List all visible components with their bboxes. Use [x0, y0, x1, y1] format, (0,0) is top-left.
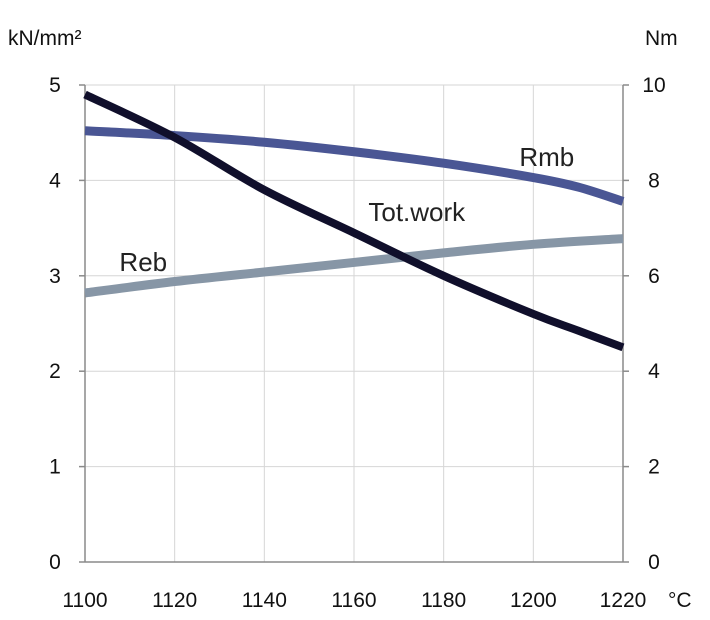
- right-tick-label: 8: [648, 169, 660, 192]
- x-tick-label: 1160: [331, 589, 376, 612]
- tick-labels: 1100 1120 1140 1160 1180 1200 1220012345024681…: [49, 74, 666, 612]
- left-tick-label: 0: [49, 551, 61, 574]
- series-line-reb: [84, 234, 624, 298]
- left-tick-label: 1: [49, 456, 61, 479]
- left-tick-label: 5: [49, 74, 61, 97]
- series-lines: [83, 90, 625, 352]
- right-tick-label: 0: [648, 551, 660, 574]
- right-tick-label: 10: [642, 74, 665, 97]
- series-label-tot-work: Tot.work: [368, 197, 466, 227]
- series-labels: Rmb Reb Tot.work: [119, 142, 574, 277]
- series-label-reb: Reb: [119, 247, 167, 277]
- x-tick-label: 1180: [421, 589, 466, 612]
- right-tick-label: 2: [648, 456, 660, 479]
- x-tick-label: 1220: [600, 589, 647, 612]
- x-tick-label: 1140: [242, 589, 287, 612]
- x-axis-unit: °C: [668, 589, 692, 612]
- right-axis-unit: Nm: [645, 27, 678, 50]
- left-tick-label: 4: [49, 169, 61, 192]
- left-tick-label: 3: [49, 265, 61, 288]
- x-tick-label: 1200: [510, 589, 557, 612]
- right-tick-label: 4: [648, 360, 660, 383]
- x-tick-label: 1120: [152, 589, 197, 612]
- series-line-tot-work: [83, 90, 625, 352]
- series-label-rmb: Rmb: [519, 142, 574, 172]
- right-tick-label: 6: [648, 265, 660, 288]
- axes: [84, 85, 624, 563]
- left-tick-label: 2: [49, 360, 61, 383]
- x-tick-label: 1100: [62, 589, 107, 612]
- left-axis-unit: kN/mm²: [8, 27, 81, 50]
